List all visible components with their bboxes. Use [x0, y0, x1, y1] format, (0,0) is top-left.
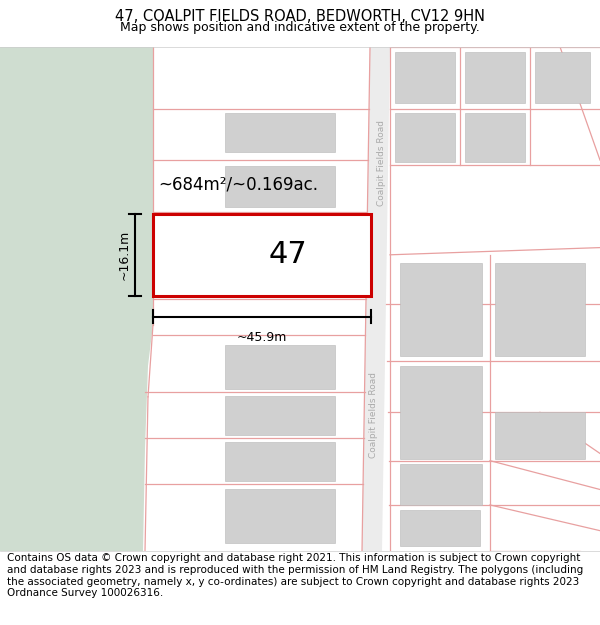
Bar	[225, 166, 335, 208]
Bar	[225, 442, 335, 481]
Bar	[153, 214, 371, 296]
Bar	[225, 112, 335, 152]
Bar	[465, 52, 525, 104]
Bar	[225, 396, 335, 435]
Bar	[495, 263, 585, 356]
Bar	[465, 112, 525, 162]
Bar	[395, 52, 455, 104]
Polygon shape	[0, 47, 153, 551]
Text: ~45.9m: ~45.9m	[237, 331, 287, 344]
Text: ~684m²/~0.169ac.: ~684m²/~0.169ac.	[158, 176, 318, 194]
Text: Contains OS data © Crown copyright and database right 2021. This information is : Contains OS data © Crown copyright and d…	[7, 554, 583, 598]
Bar	[400, 366, 482, 459]
Bar	[218, 221, 308, 291]
Bar	[395, 112, 455, 162]
Polygon shape	[362, 47, 390, 551]
Text: Coalpit Fields Road: Coalpit Fields Road	[377, 120, 386, 206]
Bar	[535, 52, 590, 104]
Text: Map shows position and indicative extent of the property.: Map shows position and indicative extent…	[120, 21, 480, 34]
Text: Coalpit Fields Road: Coalpit Fields Road	[370, 372, 379, 458]
Bar	[400, 263, 482, 356]
Bar	[400, 464, 482, 505]
Text: 47: 47	[269, 240, 308, 269]
Text: 47, COALPIT FIELDS ROAD, BEDWORTH, CV12 9HN: 47, COALPIT FIELDS ROAD, BEDWORTH, CV12 …	[115, 9, 485, 24]
Bar	[225, 489, 335, 543]
Text: ~16.1m: ~16.1m	[118, 229, 131, 280]
Bar	[225, 346, 335, 389]
Bar	[495, 412, 585, 459]
Bar	[400, 510, 480, 546]
